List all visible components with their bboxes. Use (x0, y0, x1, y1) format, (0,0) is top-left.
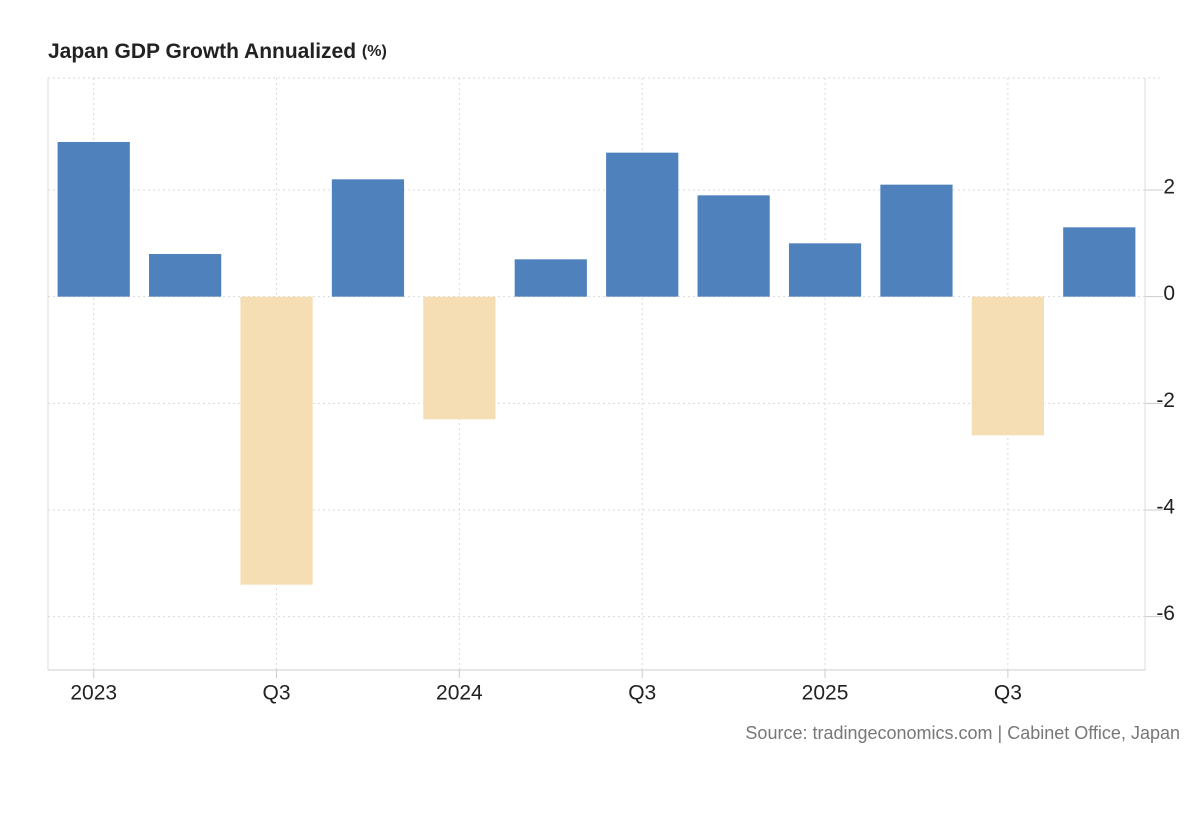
bar (514, 259, 587, 297)
bar (880, 184, 953, 297)
bar (331, 179, 405, 297)
bar (240, 296, 313, 585)
chart-title: Japan GDP Growth Annualized (%) (48, 40, 387, 63)
title-text: Japan GDP Growth Annualized (48, 40, 356, 63)
bar (788, 243, 862, 297)
y-tick-label: 2 (1163, 176, 1175, 199)
x-tick-label: Q3 (263, 682, 291, 705)
source: Source: tradingeconomics.com | Cabinet O… (745, 723, 1180, 743)
bar (149, 254, 222, 297)
x-tick-label: Q3 (628, 682, 656, 705)
x-tick-label: 2024 (436, 682, 483, 705)
bar (423, 296, 496, 420)
y-tick-label: -6 (1156, 602, 1175, 625)
y-tick-label: 0 (1163, 282, 1175, 305)
bar (1063, 227, 1136, 297)
title-unit: (%) (362, 43, 387, 60)
bar (697, 195, 770, 297)
x-tick-label: 2023 (70, 682, 117, 705)
x-tick-label: 2025 (802, 682, 849, 705)
y-tick-label: -4 (1156, 496, 1175, 519)
y-tick-label: -2 (1156, 389, 1175, 412)
bar (971, 296, 1044, 436)
bar (57, 142, 130, 297)
bar (606, 152, 679, 297)
x-tick-label: Q3 (994, 682, 1022, 705)
